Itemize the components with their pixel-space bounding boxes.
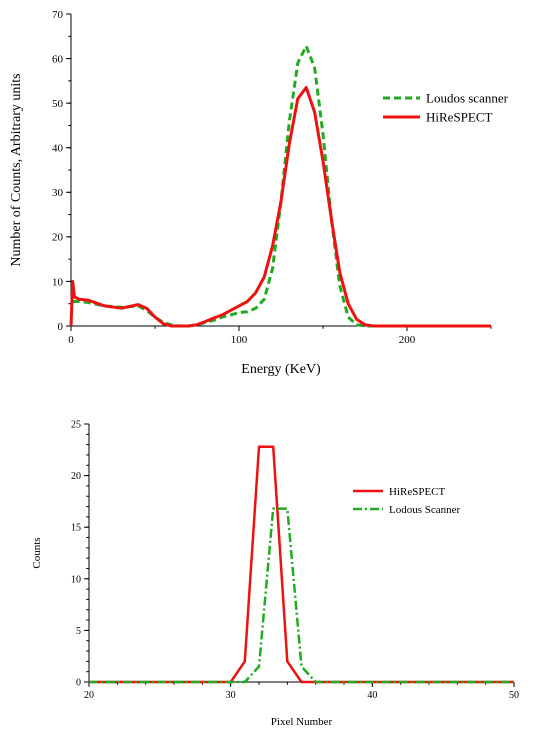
legend-label: HiReSPECT [426, 110, 493, 125]
series-line-loudos-scanner [72, 44, 491, 328]
y-tick-label: 50 [52, 98, 64, 110]
x-tick-label: 40 [367, 690, 377, 701]
x-tick-label: 50 [509, 690, 519, 701]
energy-spectrum-chart: 0 100 200 0 10 20 30 40 50 60 70 Energy (KeV) Number… [9, 9, 509, 377]
legend-label: Lodous Scanner [389, 504, 461, 516]
y-tick-label: 0 [58, 321, 64, 333]
legend-label: Loudos scanner [426, 91, 509, 106]
y-tick-label: 10 [71, 574, 81, 585]
legend-label: HiReSPECT [389, 486, 446, 498]
y-axis-label: Counts [31, 537, 43, 568]
pixel-profile-chart: 20 30 40 50 0 5 10 15 20 25 Pixel Number Counts HiRe… [31, 420, 519, 729]
y-tick-label: 10 [52, 276, 64, 288]
x-tick-label: 100 [231, 334, 248, 346]
series-line-lodous-scanner [89, 507, 514, 684]
y-tick-label: 20 [71, 471, 81, 482]
x-tick-label: 20 [84, 690, 94, 701]
x-tick-label: 200 [399, 334, 416, 346]
y-tick-label: 15 [71, 523, 81, 534]
y-tick-label: 70 [52, 9, 64, 21]
y-tick-label: 5 [76, 626, 81, 637]
y-tick-label: 40 [52, 143, 64, 155]
y-tick-label: 20 [52, 232, 64, 244]
x-tick-label: 0 [68, 334, 74, 346]
y-tick-label: 0 [76, 678, 81, 689]
y-axis-label: Number of Counts, Arbitrary units [9, 73, 24, 266]
y-tick-label: 30 [52, 187, 64, 199]
y-tick-label: 60 [52, 53, 64, 65]
x-tick-label: 30 [226, 690, 236, 701]
x-axis-label: Pixel Number [271, 716, 333, 728]
x-axis-label: Energy (KeV) [241, 362, 321, 377]
y-tick-label: 25 [71, 420, 81, 431]
series-line-hirespect [69, 86, 491, 328]
series-line-hirespect [89, 445, 514, 684]
